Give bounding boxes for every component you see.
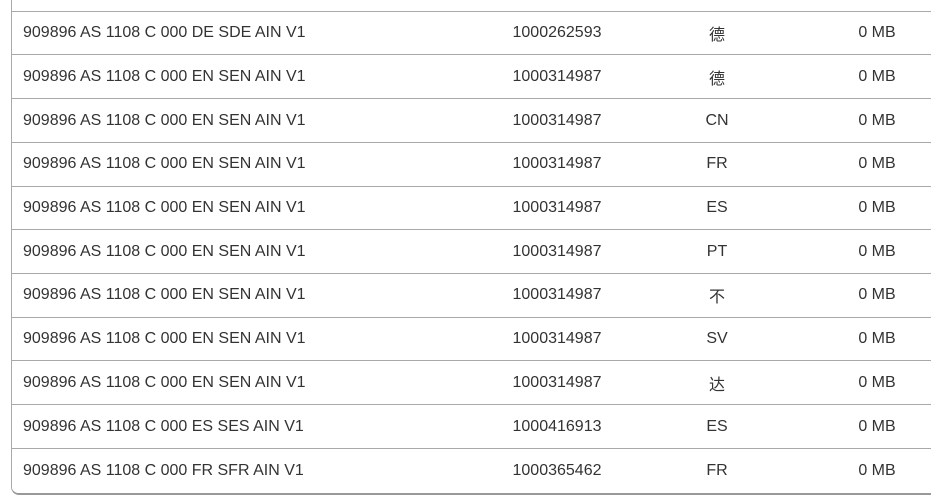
document-name-cell: 909896 AS 1108 C 000 EN SEN AIN V1 — [23, 286, 306, 304]
size-cell: 0 MB — [858, 286, 896, 304]
table-row[interactable]: 909896 AS 1108 C 000 EN SEN AIN V1 10003… — [12, 55, 931, 100]
language-cell: 不 — [708, 289, 725, 307]
table-row[interactable]: 909896 AS 1108 C 000 EN SEN AIN V1 10003… — [12, 186, 931, 231]
document-name-cell: 909896 AS 1108 C 000 ES SES AIN V1 — [23, 417, 304, 435]
document-name-cell: 909896 AS 1108 C 000 EN SEN AIN V1 — [23, 198, 306, 216]
table-row[interactable]: 909896 AS 1108 C 000 EN SEN AIN V1 10003… — [12, 361, 931, 406]
table-row-partial[interactable] — [12, 0, 931, 12]
language-cell: SV — [706, 330, 728, 348]
document-name-cell: 909896 AS 1108 C 000 EN SEN AIN V1 — [23, 330, 306, 348]
size-cell: 0 MB — [858, 242, 896, 260]
table-row[interactable]: 909896 AS 1108 C 000 EN SEN AIN V1 10003… — [12, 317, 931, 362]
document-name-cell: 909896 AS 1108 C 000 FR SFR AIN V1 — [23, 461, 304, 479]
document-name-cell: 909896 AS 1108 C 000 EN SEN AIN V1 — [23, 155, 306, 173]
documents-table: 909896 AS 1108 C 000 DE SDE AIN V1 10002… — [11, 0, 931, 495]
size-cell: 0 MB — [858, 24, 896, 42]
table-row[interactable]: 909896 AS 1108 C 000 EN SEN AIN V1 10003… — [12, 274, 931, 318]
document-name-cell: 909896 AS 1108 C 000 EN SEN AIN V1 — [23, 67, 306, 85]
material-number-cell: 1000314987 — [512, 155, 602, 173]
material-number-cell: 1000314987 — [512, 242, 602, 260]
material-number-cell: 1000314987 — [512, 373, 602, 391]
material-number-cell: 1000416913 — [512, 417, 602, 435]
language-cell: FR — [706, 155, 728, 173]
table-row[interactable]: 909896 AS 1108 C 000 FR SFR AIN V1 10003… — [12, 448, 931, 493]
material-number-cell: 1000314987 — [512, 198, 602, 216]
document-name-cell: 909896 AS 1108 C 000 DE SDE AIN V1 — [23, 24, 306, 42]
document-name-cell: 909896 AS 1108 C 000 EN SEN AIN V1 — [23, 373, 306, 391]
size-cell: 0 MB — [858, 330, 896, 348]
size-cell: 0 MB — [858, 417, 896, 435]
table-row[interactable]: 909896 AS 1108 C 000 EN SEN AIN V1 10003… — [12, 230, 931, 275]
document-name-cell: 909896 AS 1108 C 000 EN SEN AIN V1 — [23, 111, 306, 129]
table-row[interactable]: 909896 AS 1108 C 000 ES SES AIN V1 10004… — [12, 405, 931, 449]
material-number-cell: 1000314987 — [512, 67, 602, 85]
language-cell: ES — [706, 417, 728, 435]
language-cell: PT — [706, 242, 728, 260]
table-row[interactable]: 909896 AS 1108 C 000 EN SEN AIN V1 10003… — [12, 142, 931, 187]
language-cell: ES — [706, 198, 728, 216]
table-row[interactable]: 909896 AS 1108 C 000 DE SDE AIN V1 10002… — [12, 11, 931, 56]
material-number-cell: 1000365462 — [512, 461, 602, 479]
size-cell: 0 MB — [858, 111, 896, 129]
size-cell: 0 MB — [858, 155, 896, 173]
size-cell: 0 MB — [858, 198, 896, 216]
language-cell: 德 — [708, 70, 725, 88]
material-number-cell: 1000262593 — [512, 24, 602, 42]
material-number-cell: 1000314987 — [512, 111, 602, 129]
language-cell: 德 — [708, 27, 725, 45]
size-cell: 0 MB — [858, 461, 896, 479]
size-cell: 0 MB — [858, 373, 896, 391]
language-cell: 达 — [708, 376, 725, 394]
size-cell: 0 MB — [858, 67, 896, 85]
material-number-cell: 1000314987 — [512, 330, 602, 348]
document-name-cell: 909896 AS 1108 C 000 EN SEN AIN V1 — [23, 242, 306, 260]
material-number-cell: 1000314987 — [512, 286, 602, 304]
language-cell: CN — [705, 111, 729, 129]
table-row[interactable]: 909896 AS 1108 C 000 EN SEN AIN V1 10003… — [12, 99, 931, 143]
language-cell: FR — [706, 461, 728, 479]
